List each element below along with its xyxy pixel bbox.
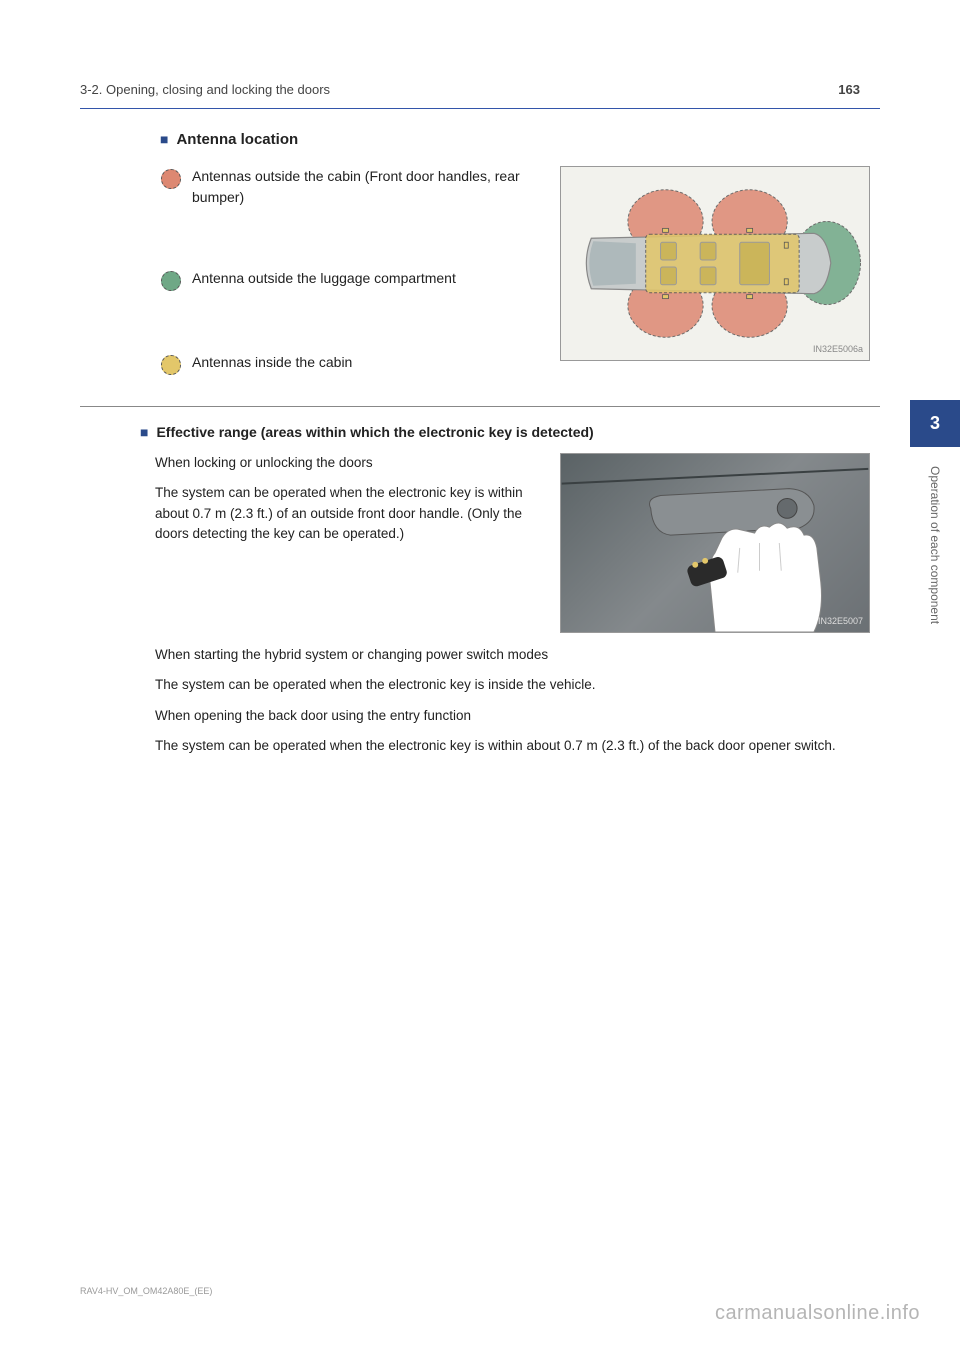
door-handle-diagram: IN32E5007 <box>560 453 870 633</box>
antenna-diagram: IN32E5006a <box>560 166 870 361</box>
antenna-yellow-icon <box>160 354 182 376</box>
p4: The system can be operated when the elec… <box>155 675 870 695</box>
hand-key-svg <box>561 454 869 632</box>
diagram-label-1: IN32E5006a <box>813 343 863 357</box>
section2-title-text: Effective range (areas within which the … <box>156 424 593 440</box>
antenna-green-icon <box>160 270 182 292</box>
p3: When starting the hybrid system or chang… <box>155 645 870 665</box>
car-top-view-svg <box>561 167 869 360</box>
antenna-text-1: Antennas outside the cabin (Front door h… <box>192 166 540 208</box>
header-divider <box>80 108 880 109</box>
antenna-item-outside-cabin: Antennas outside the cabin (Front door h… <box>160 166 540 208</box>
section-divider <box>80 406 880 407</box>
chapter-tab: 3 <box>910 400 960 447</box>
p1: When locking or unlocking the doors <box>155 453 540 473</box>
page-header: 3-2. Opening, closing and locking the do… <box>80 80 880 100</box>
footer-watermark: carmanualsonline.info <box>715 1298 920 1328</box>
section-antenna-title: ■ Antenna location <box>160 129 880 152</box>
breadcrumb: 3-2. Opening, closing and locking the do… <box>80 80 330 100</box>
antenna-item-luggage: Antenna outside the luggage compartment <box>160 268 540 292</box>
section-title-text: Antenna location <box>176 131 298 148</box>
page-number: 163 <box>838 82 860 97</box>
footer-doc-code: RAV4-HV_OM_OM42A80E_(EE) <box>80 1285 212 1299</box>
p2: The system can be operated when the elec… <box>155 483 540 544</box>
chapter-number: 3 <box>930 413 940 433</box>
antenna-text-3: Antennas inside the cabin <box>192 352 540 373</box>
antenna-item-inside: Antennas inside the cabin <box>160 352 540 376</box>
bullet-icon-2: ■ <box>140 424 148 440</box>
antenna-text-2: Antenna outside the luggage compartment <box>192 268 540 289</box>
diagram-label-2: IN32E5007 <box>818 615 863 629</box>
antenna-red-icon <box>160 168 182 190</box>
p6: The system can be operated when the elec… <box>155 736 870 756</box>
section-effective-range-title: ■ Effective range (areas within which the… <box>140 422 880 443</box>
p5: When opening the back door using the ent… <box>155 706 870 726</box>
bullet-icon: ■ <box>160 131 168 147</box>
chapter-side-label: Operation of each component <box>910 445 960 645</box>
